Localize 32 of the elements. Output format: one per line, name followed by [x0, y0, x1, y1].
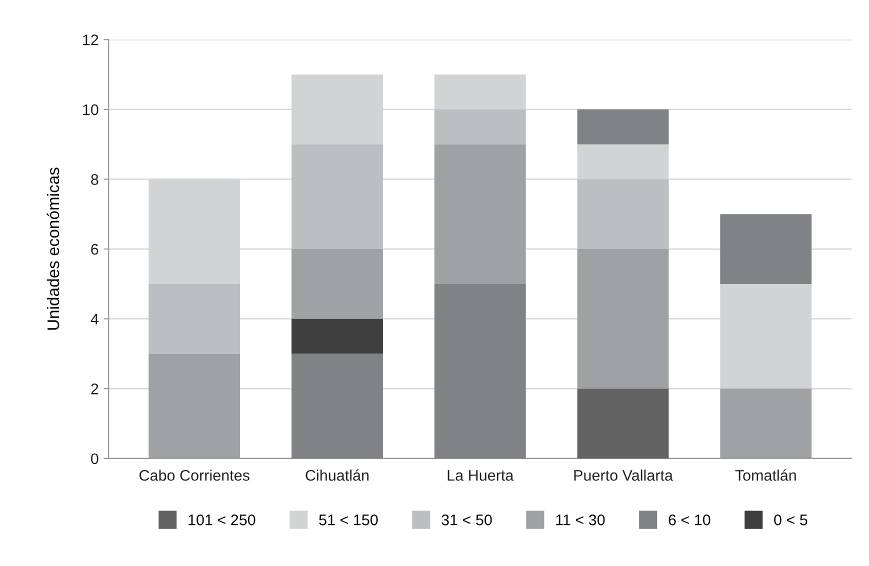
y-tick-label: 6 [91, 244, 98, 255]
bar [434, 109, 526, 144]
x-tick-label: Cabo Corrientes [140, 470, 250, 481]
bar [292, 144, 383, 250]
bar [577, 388, 669, 458]
bar [148, 284, 240, 354]
legend-label: 11 < 30 [556, 514, 605, 526]
bar [720, 214, 812, 284]
legend-label: 31 < 50 [442, 514, 492, 526]
bar [577, 109, 669, 144]
bar [292, 249, 383, 319]
legend-label: 6 < 10 [668, 514, 710, 526]
bar [434, 284, 526, 458]
y-tick-label: 8 [91, 174, 98, 185]
x-tick-label: Cihuatlán [306, 469, 369, 481]
bar [292, 354, 383, 458]
x-tick-label: Puerto Vallarta [574, 470, 673, 481]
bar [577, 179, 669, 250]
bar [292, 318, 383, 354]
legend-label: 0 < 5 [774, 514, 808, 526]
y-tick-label: 12 [83, 34, 98, 46]
y-axis-title: Unidades económicas [46, 168, 60, 330]
legend-label: 51 < 150 [319, 514, 378, 526]
y-tick-label: 10 [83, 104, 98, 116]
bar [577, 249, 669, 389]
bar [434, 144, 526, 284]
x-tick-label: La Huerta [448, 470, 514, 481]
legend-label: 101 < 250 [188, 514, 256, 526]
y-tick-label: 2 [91, 384, 98, 394]
x-tick-label: Tomatlán [735, 469, 796, 481]
y-tick-label: 4 [90, 314, 98, 324]
y-tick-label: 0 [91, 453, 98, 464]
